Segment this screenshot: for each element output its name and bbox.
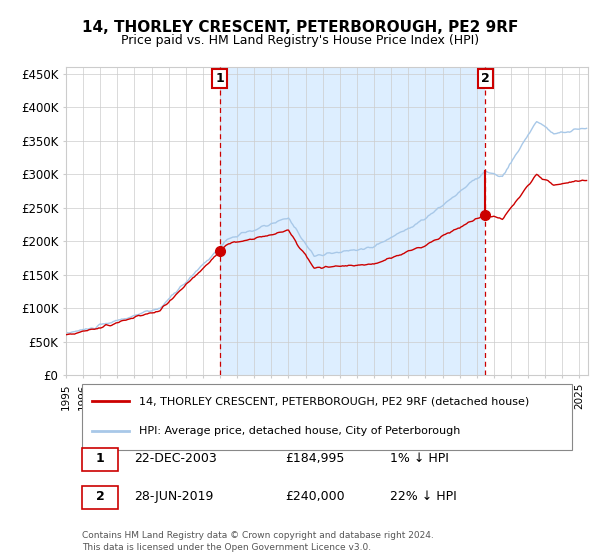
Text: Contains HM Land Registry data © Crown copyright and database right 2024.
This d: Contains HM Land Registry data © Crown c… — [82, 531, 433, 552]
Text: £184,995: £184,995 — [285, 452, 344, 465]
FancyBboxPatch shape — [82, 448, 118, 471]
Bar — [220, 67, 485, 375]
FancyBboxPatch shape — [82, 487, 118, 509]
Text: 1: 1 — [215, 72, 224, 85]
Text: Price paid vs. HM Land Registry's House Price Index (HPI): Price paid vs. HM Land Registry's House … — [121, 34, 479, 46]
Text: 2: 2 — [95, 491, 104, 503]
Text: 1: 1 — [95, 452, 104, 465]
Text: 28-JUN-2019: 28-JUN-2019 — [134, 491, 213, 503]
Text: 1% ↓ HPI: 1% ↓ HPI — [389, 452, 449, 465]
FancyBboxPatch shape — [82, 384, 572, 450]
Text: 22% ↓ HPI: 22% ↓ HPI — [389, 491, 457, 503]
Text: 14, THORLEY CRESCENT, PETERBOROUGH, PE2 9RF: 14, THORLEY CRESCENT, PETERBOROUGH, PE2 … — [82, 20, 518, 35]
Text: 22-DEC-2003: 22-DEC-2003 — [134, 452, 217, 465]
Text: 14, THORLEY CRESCENT, PETERBOROUGH, PE2 9RF (detached house): 14, THORLEY CRESCENT, PETERBOROUGH, PE2 … — [139, 396, 529, 407]
Text: 2: 2 — [481, 72, 490, 85]
Text: HPI: Average price, detached house, City of Peterborough: HPI: Average price, detached house, City… — [139, 426, 460, 436]
Text: £240,000: £240,000 — [285, 491, 345, 503]
